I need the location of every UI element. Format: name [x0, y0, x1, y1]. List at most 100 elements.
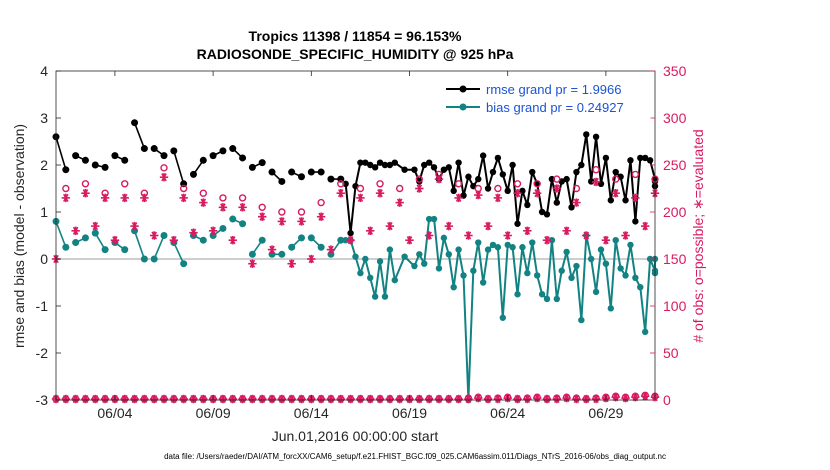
evaluated-obs-marker	[582, 231, 591, 240]
rmse-pair-line	[173, 150, 185, 185]
evaluated-obs-marker	[444, 221, 453, 231]
data-file-footer: data file: /Users/raeder/DAI/ATM_forcXX/…	[164, 452, 666, 461]
evaluated-obs-marker	[405, 236, 414, 245]
rmse-point	[357, 159, 364, 166]
evaluated-obs-marker	[552, 184, 562, 193]
y-right-tick-label: 350	[663, 63, 687, 79]
bias-point	[612, 237, 619, 244]
bias-point	[622, 272, 629, 279]
possible-obs-marker	[612, 175, 620, 183]
rmse-point	[622, 197, 629, 204]
rmse-point	[386, 161, 394, 169]
right-axis: 0 50 100 150 200 250 300 350	[650, 63, 687, 408]
bias-point	[371, 293, 379, 300]
rmse-point	[209, 152, 217, 160]
evaluated-obs-marker	[503, 231, 512, 240]
evaluated-obs-marker	[356, 394, 365, 404]
y-right-tick-label: 200	[663, 204, 687, 220]
bias-point	[352, 253, 359, 260]
rmse-pair-line	[55, 136, 67, 170]
evaluated-obs-marker	[572, 198, 581, 207]
evaluated-obs-marker	[434, 394, 444, 404]
rmse-point	[362, 159, 369, 166]
bias-point	[357, 269, 364, 277]
evaluated-obs-marker	[81, 394, 90, 404]
possible-obs-marker	[395, 184, 404, 193]
bias-point	[504, 241, 511, 249]
evaluated-obs-marker	[424, 394, 434, 404]
rmse-point	[150, 145, 158, 153]
evaluated-obs-marker	[356, 193, 365, 203]
evaluated-obs-marker	[218, 394, 228, 404]
bias-point	[607, 305, 615, 312]
rmse-point	[578, 161, 585, 169]
evaluated-obs-marker	[110, 236, 120, 245]
evaluated-obs-marker	[483, 221, 493, 231]
bias-point	[199, 236, 207, 244]
evaluated-obs-marker	[140, 193, 149, 203]
rmse-point	[430, 164, 438, 171]
possible-obs-marker	[219, 194, 227, 202]
bias-point	[509, 244, 516, 251]
x-tick-label: 06/29	[588, 405, 623, 421]
bias-point	[411, 262, 418, 270]
bias-point	[578, 316, 585, 324]
rmse-point	[248, 163, 256, 171]
rmse-point	[637, 154, 644, 162]
bias-point	[592, 288, 600, 296]
bias-point	[602, 260, 610, 267]
bias-pair-line	[133, 230, 146, 260]
evaluated-obs-marker	[562, 226, 571, 235]
possible-obs-marker	[533, 180, 541, 188]
y-right-tick-label: 300	[663, 110, 687, 126]
possible-obs-marker	[81, 180, 90, 188]
bias-point	[519, 244, 526, 251]
evaluated-obs-marker	[454, 394, 463, 404]
rmse-point	[376, 159, 384, 166]
y-tick-label: -2	[36, 345, 49, 361]
evaluated-obs-marker	[493, 394, 503, 404]
rmse-point	[489, 168, 497, 176]
bias-point	[239, 220, 247, 228]
evaluated-obs-marker	[513, 394, 522, 404]
rmse-point	[504, 187, 511, 195]
bias-point	[101, 246, 109, 254]
bias-point	[470, 267, 477, 274]
evaluated-obs-marker	[611, 189, 620, 198]
chart-subtitle: RADIOSONDE_SPECIFIC_HUMIDITY @ 925 hPa	[197, 46, 514, 62]
evaluated-obs-marker	[483, 394, 493, 404]
bias-point	[573, 262, 580, 270]
rmse-point	[307, 168, 315, 176]
rmse-point	[91, 161, 99, 169]
plot-frame	[55, 70, 656, 401]
evaluated-obs-marker	[631, 193, 640, 203]
rmse-point	[111, 152, 119, 160]
bias-point	[72, 239, 80, 247]
rmse-point	[538, 208, 546, 216]
possible-obs-marker	[258, 203, 266, 212]
legend-box	[440, 77, 651, 119]
possible-obs-marker	[238, 194, 247, 202]
possible-obs-marker	[415, 175, 424, 183]
bias-point	[617, 265, 624, 272]
rmse-point	[170, 147, 178, 155]
rmse-point	[101, 163, 109, 171]
rmse-point	[450, 187, 457, 195]
bias-point	[529, 239, 536, 246]
bias-point	[229, 215, 237, 223]
evaluated-obs-marker	[61, 193, 71, 203]
evaluated-obs-marker	[228, 236, 237, 245]
evaluated-obs-marker	[120, 193, 129, 203]
legend: rmse grand pr = 1.9966 bias grand pr = 0…	[440, 77, 651, 119]
bias-point	[91, 229, 99, 237]
possible-obs-marker	[631, 170, 640, 179]
y-right-tick-label: 50	[663, 345, 679, 361]
bias-point	[416, 251, 423, 258]
rmse-point	[381, 161, 389, 169]
possible-obs-marker	[121, 180, 129, 188]
bias-point	[460, 272, 467, 279]
bias-point	[568, 274, 575, 281]
rmse-point	[573, 168, 580, 176]
bias-point	[479, 279, 487, 286]
rmse-point	[367, 161, 374, 169]
